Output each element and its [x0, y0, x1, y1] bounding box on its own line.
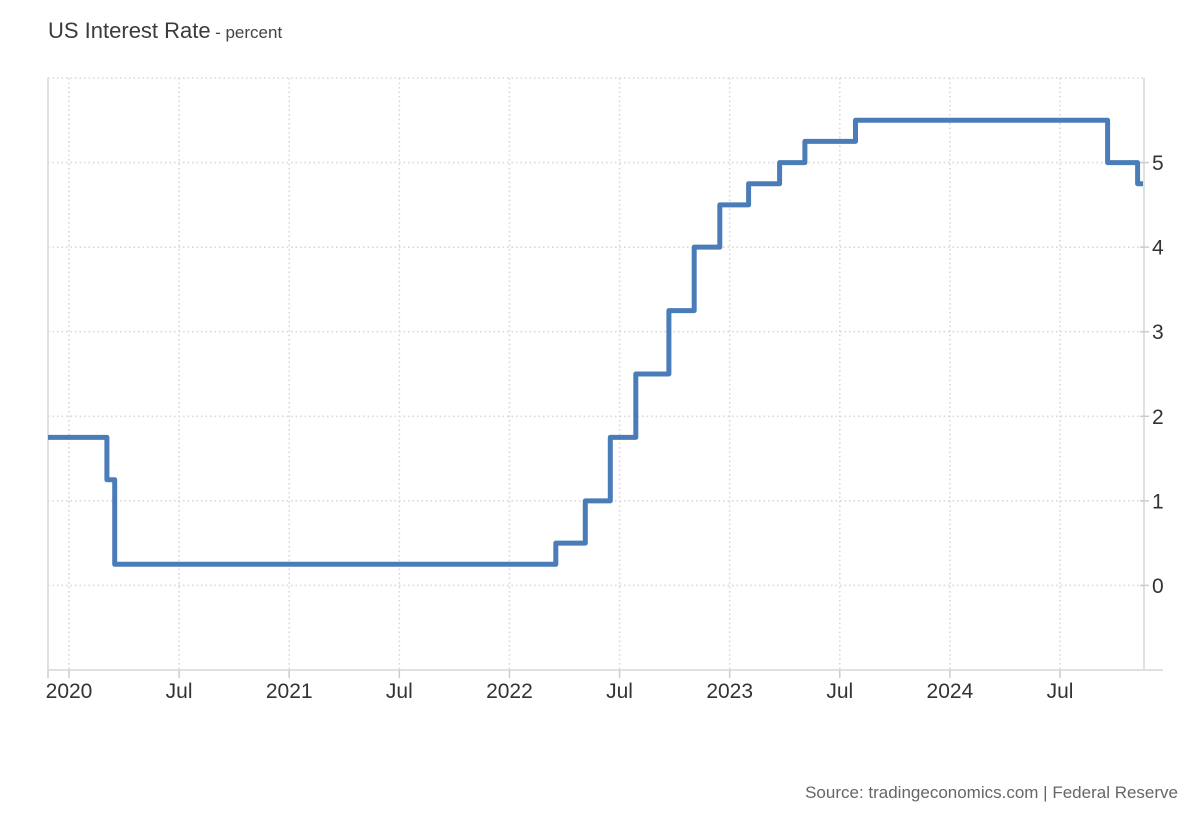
y-axis-label: 4 [1152, 237, 1164, 260]
x-axis-label: 2021 [266, 680, 313, 703]
x-axis-label: 2023 [706, 680, 753, 703]
x-axis-label: Jul [826, 680, 853, 703]
y-axis-label: 1 [1152, 490, 1164, 513]
x-axis-label: Jul [606, 680, 633, 703]
x-axis-label: Jul [1047, 680, 1074, 703]
y-axis-label: 2 [1152, 406, 1164, 429]
x-axis-label: Jul [386, 680, 413, 703]
y-axis-label: 5 [1152, 152, 1164, 175]
x-axis-label: 2022 [486, 680, 533, 703]
source-text: Source: tradingeconomics.com | Federal R… [805, 783, 1178, 802]
gridlines [48, 77, 1144, 670]
axis-ticks [47, 161, 1149, 678]
y-axis-label: 0 [1152, 575, 1164, 598]
x-axis-label: Jul [166, 680, 193, 703]
y-axis-label: 3 [1152, 321, 1164, 344]
chart-title: US Interest Rate - percent [48, 18, 282, 44]
series[interactable] [48, 117, 1143, 567]
y-axis-labels: 0 1 2 3 4 5 [1152, 152, 1164, 598]
chart-title-text: US Interest Rate [48, 18, 211, 43]
x-axis-label: 2020 [46, 680, 93, 703]
chart-title-unit: - percent [215, 23, 283, 42]
x-axis-labels: 2020 Jul 2021 Jul 2022 Jul 2023 Jul 2024 Jul [46, 680, 1074, 703]
rate-step-line[interactable] [48, 117, 1143, 567]
x-axis-label: 2024 [927, 680, 974, 703]
axis-lines [47, 78, 1163, 671]
